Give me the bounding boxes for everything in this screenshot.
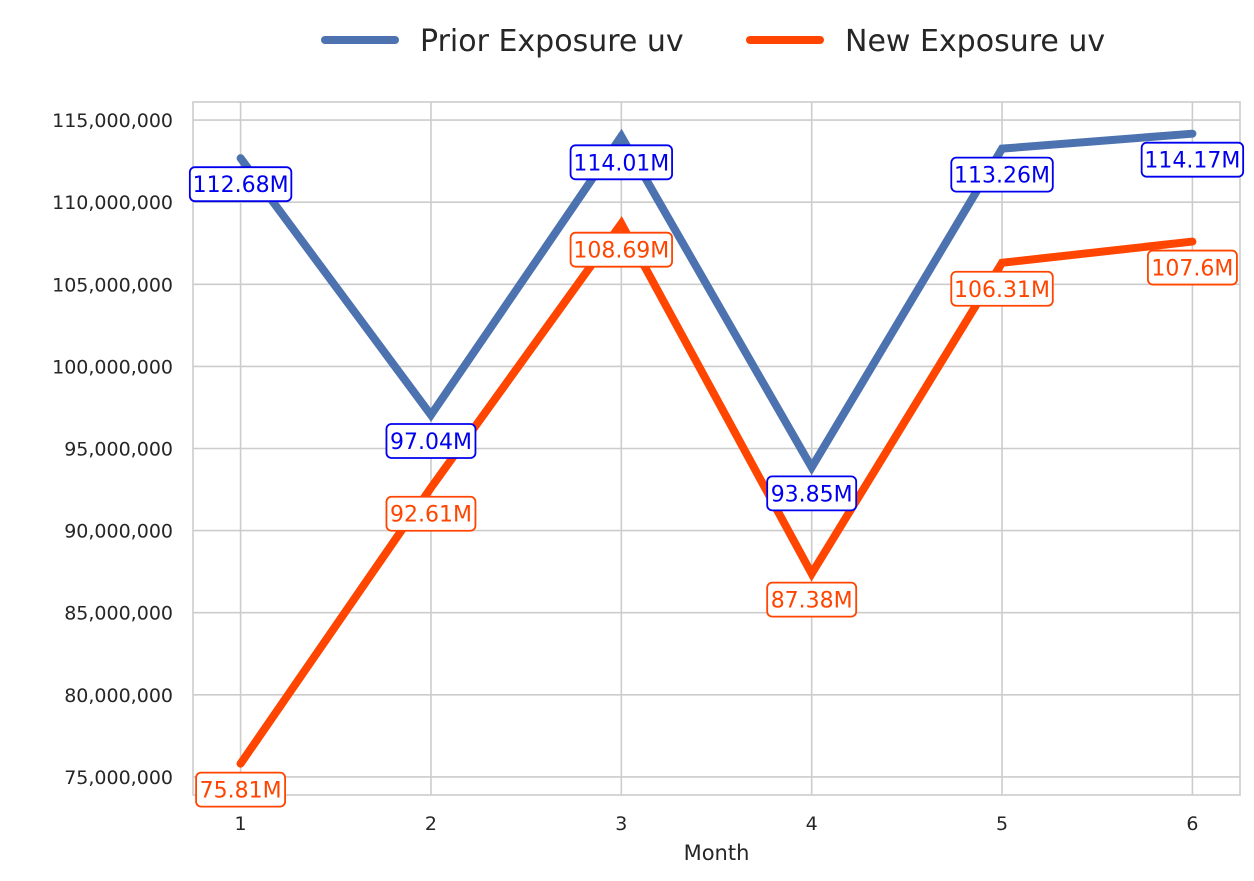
- data-label: 114.17M: [1140, 141, 1245, 178]
- data-label-text: 92.61M: [390, 503, 472, 528]
- data-label-text: 114.01M: [573, 151, 669, 176]
- y-tick-label: 115,000,000: [52, 110, 173, 132]
- data-label-box: [950, 270, 1054, 307]
- y-axis-ticks: 75,000,000 80,000,000 85,000,000 90,000,000…: [52, 110, 173, 789]
- data-label: 113.26M: [950, 156, 1054, 193]
- y-tick-label: 80,000,000: [64, 685, 173, 707]
- data-label-box: [1147, 249, 1238, 286]
- y-tick-label: 95,000,000: [64, 439, 173, 461]
- y-tick-label: 110,000,000: [52, 192, 173, 214]
- legend: Prior Exposure uv New Exposure uv: [321, 24, 1105, 59]
- data-label-text: 97.04M: [390, 430, 472, 455]
- data-label: 106.31M: [950, 270, 1054, 307]
- data-label-text: 112.68M: [193, 173, 289, 198]
- legend-label: New Exposure uv: [845, 24, 1105, 59]
- data-label-box: [188, 166, 293, 203]
- data-label-box: [1140, 141, 1245, 178]
- x-axis-title: Month: [684, 841, 750, 865]
- data-label-text: 114.17M: [1144, 149, 1240, 174]
- x-tick-label: 6: [1186, 813, 1198, 835]
- x-axis-ticks: 1 2 3 4 5 6: [235, 813, 1199, 835]
- data-label-box: [766, 475, 858, 512]
- x-tick-label: 1: [235, 813, 247, 835]
- data-label: 114.01M: [569, 144, 673, 181]
- data-label-box: [385, 495, 477, 532]
- data-label-text: 75.81M: [200, 779, 282, 804]
- plot-frame: [192, 101, 1241, 796]
- x-tick-label: 2: [425, 813, 437, 835]
- y-tick-label: 105,000,000: [52, 274, 173, 296]
- data-label: 108.69M: [569, 231, 673, 268]
- y-tick-label: 100,000,000: [52, 356, 173, 378]
- data-label-box: [195, 771, 286, 808]
- data-label: 93.85M: [766, 475, 858, 512]
- y-tick-label: 90,000,000: [64, 521, 173, 543]
- series-lines: [236, 128, 1197, 768]
- data-label: 87.38M: [766, 581, 858, 618]
- y-tick-label: 75,000,000: [64, 767, 173, 789]
- data-labels: 112.68M 97.04M 114.01M 93.85M 113.26M 114.17M…: [188, 141, 1245, 808]
- data-label-box: [569, 231, 673, 268]
- data-label-box: [950, 156, 1054, 193]
- y-tick-label: 85,000,000: [64, 603, 173, 625]
- legend-label: Prior Exposure uv: [420, 24, 684, 59]
- series-line-2: [236, 216, 1197, 768]
- data-label-text: 106.31M: [954, 278, 1050, 303]
- x-tick-label: 3: [615, 813, 627, 835]
- data-label-text: 108.69M: [573, 239, 669, 264]
- data-label-text: 87.38M: [771, 589, 853, 614]
- x-tick-label: 5: [996, 813, 1008, 835]
- data-label: 97.04M: [385, 423, 477, 459]
- data-label: 112.68M: [188, 166, 293, 203]
- x-tick-label: 4: [806, 813, 818, 835]
- data-label-box: [766, 581, 858, 618]
- data-label-text: 93.85M: [771, 482, 853, 507]
- grid: [193, 102, 1240, 795]
- data-label: 92.61M: [385, 495, 477, 532]
- data-label-box: [385, 423, 477, 459]
- data-label-box: [569, 144, 673, 181]
- data-label: 107.6M: [1147, 249, 1238, 286]
- data-label-text: 107.6M: [1151, 257, 1233, 282]
- data-label-text: 113.26M: [954, 164, 1050, 189]
- data-label: 75.81M: [195, 771, 286, 808]
- series-line-1: [236, 128, 1197, 476]
